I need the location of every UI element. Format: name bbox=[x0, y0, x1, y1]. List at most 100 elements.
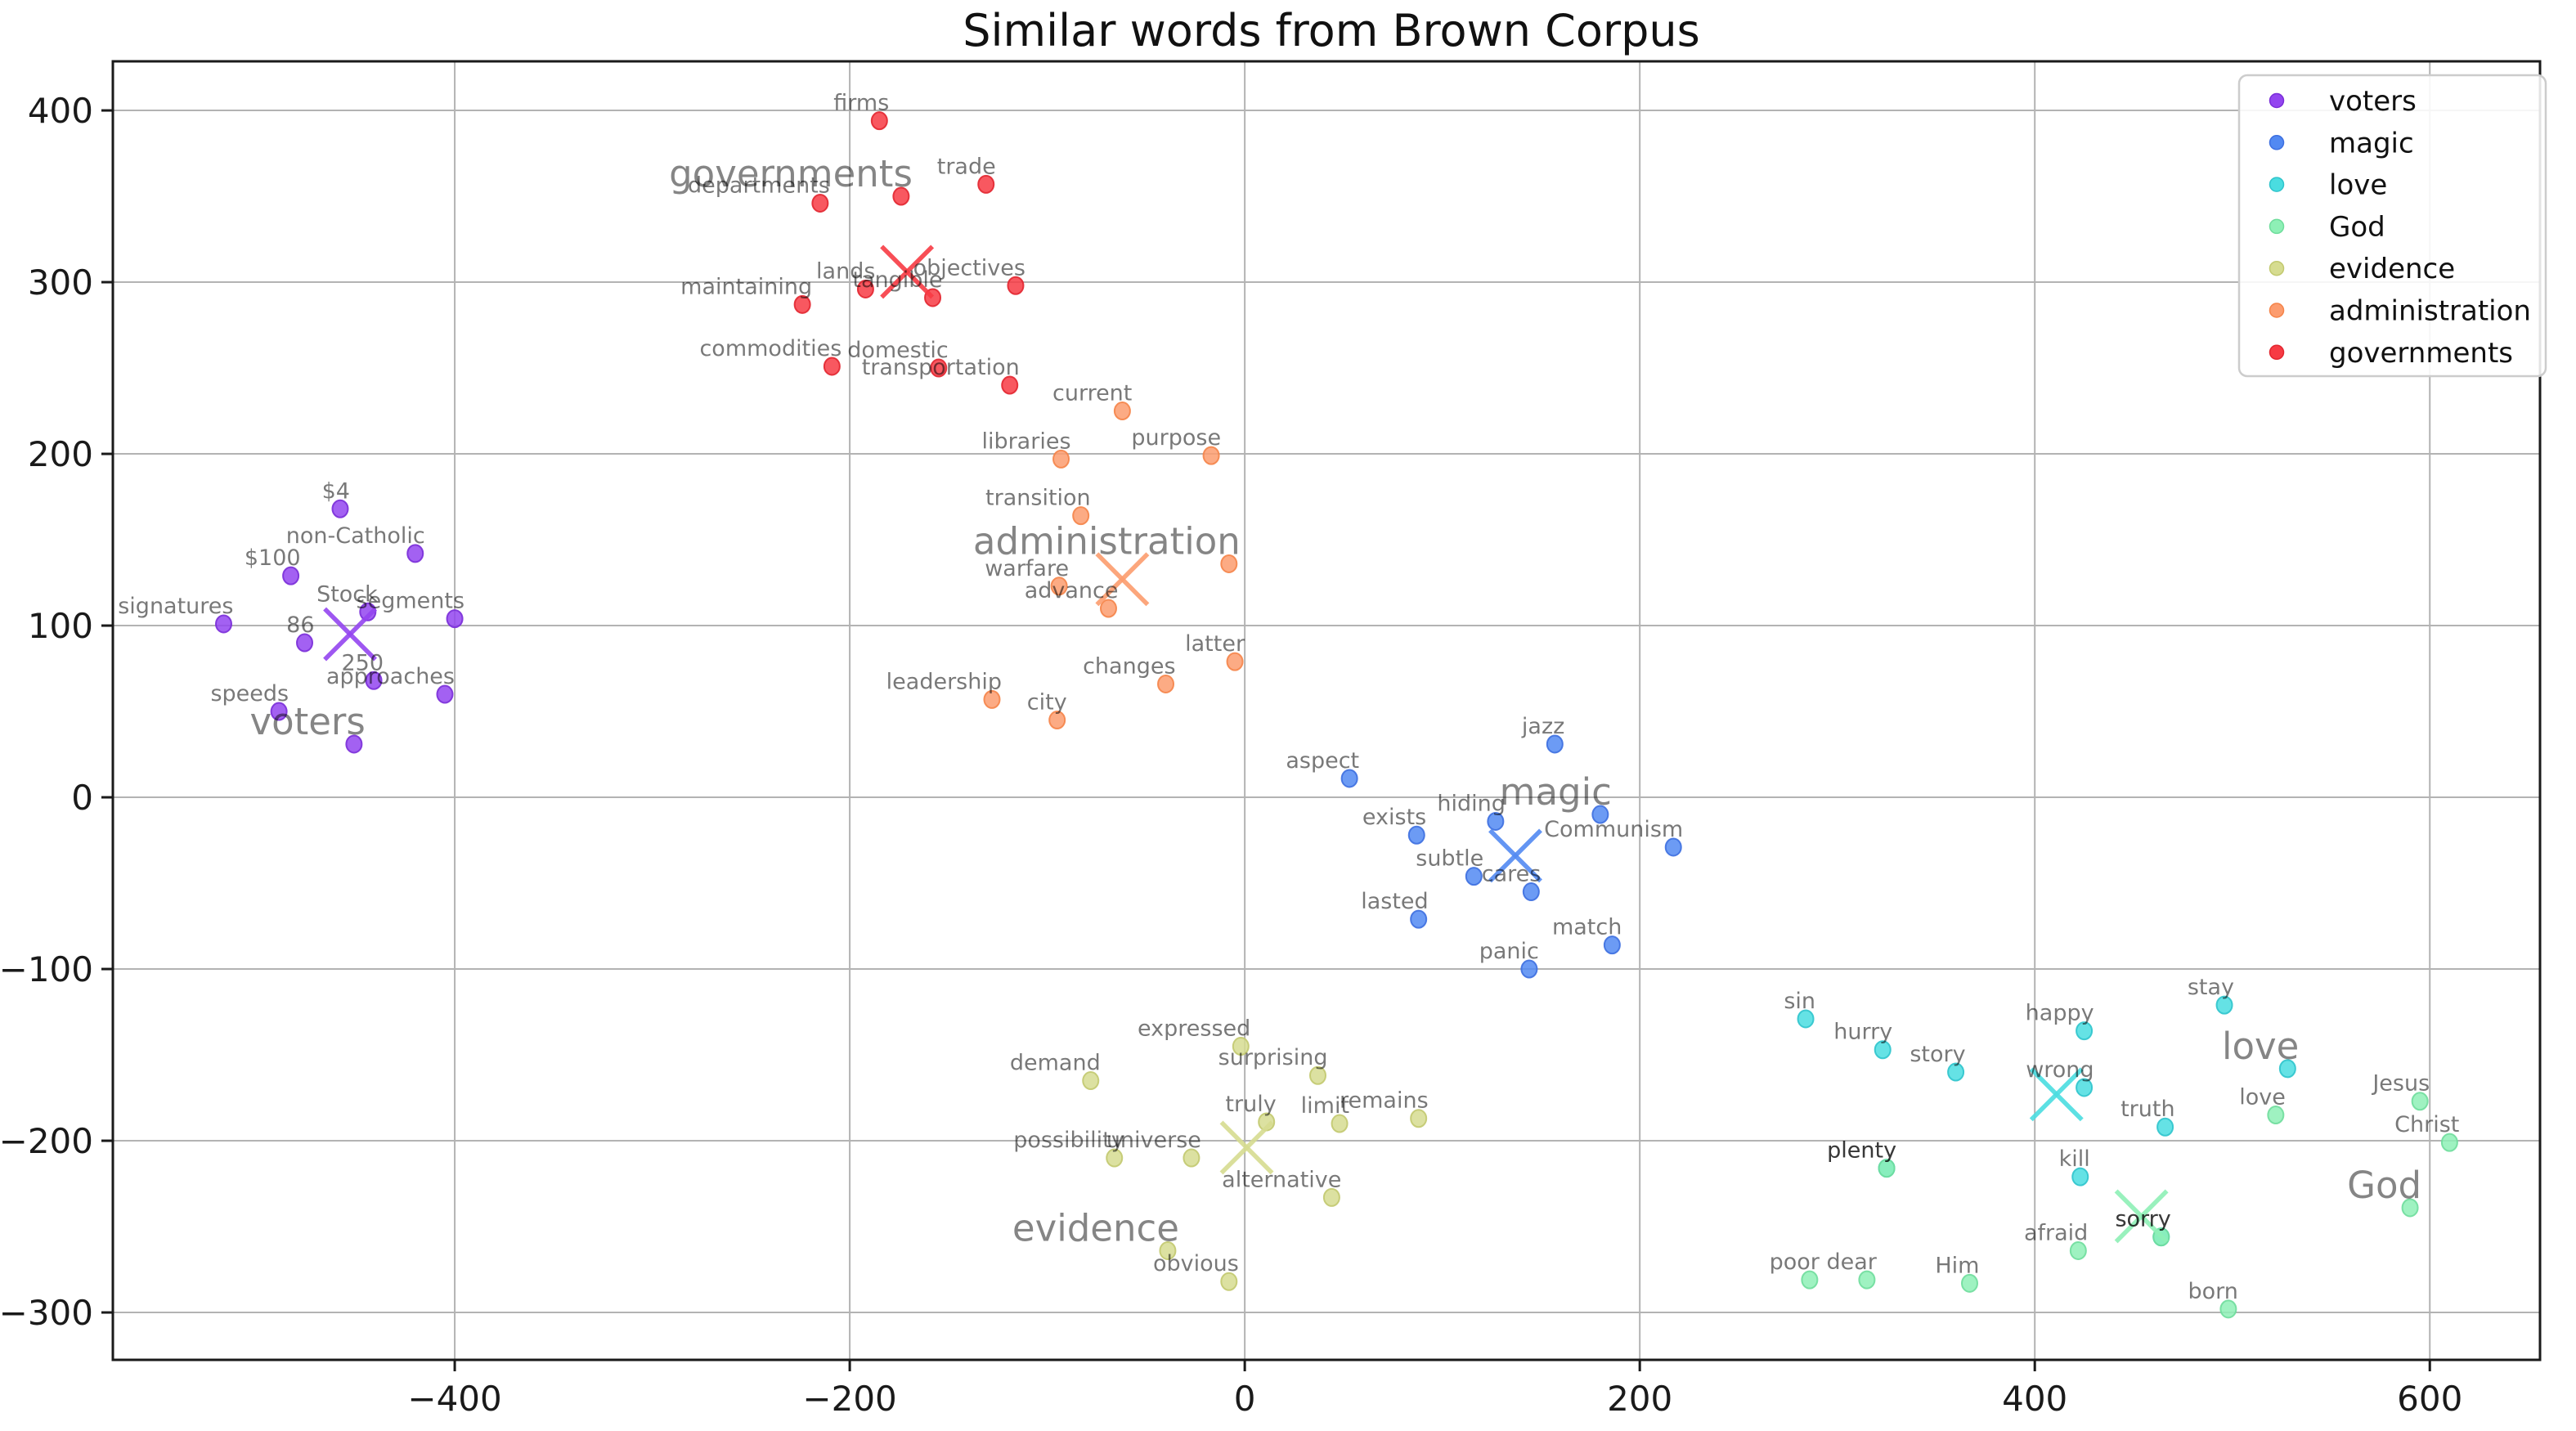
point-label: Christ bbox=[2394, 1112, 2459, 1137]
data-point-administration bbox=[1202, 446, 1220, 465]
legend-marker-magic bbox=[2269, 135, 2285, 150]
data-point-voters bbox=[214, 614, 232, 634]
point-label: transportation bbox=[862, 355, 1020, 380]
x-tick-label: 200 bbox=[1607, 1379, 1672, 1419]
data-point-God bbox=[1878, 1159, 1896, 1178]
data-point-governments bbox=[892, 186, 910, 206]
point-label: warfare bbox=[985, 556, 1069, 581]
point-label: surprising bbox=[1218, 1045, 1328, 1070]
data-point-governments bbox=[1007, 276, 1025, 295]
point-label: truly bbox=[1225, 1092, 1276, 1117]
legend-marker-governments bbox=[2269, 344, 2285, 361]
data-point-administration bbox=[1052, 449, 1070, 469]
point-label: segments bbox=[357, 589, 465, 614]
point-label: tangible bbox=[852, 267, 942, 293]
cluster-centroid-x-marker bbox=[323, 607, 378, 662]
point-label: remains bbox=[1340, 1088, 1429, 1114]
point-label: leadership bbox=[886, 669, 1002, 694]
point-label: $100 bbox=[245, 545, 301, 571]
point-label: demand bbox=[1010, 1051, 1101, 1076]
cluster-title-magic: magic bbox=[1500, 770, 1612, 814]
point-label: changes bbox=[1083, 653, 1175, 679]
point-label: subtle bbox=[1416, 846, 1483, 872]
point-label: stay bbox=[2188, 975, 2234, 1000]
legend-label-love: love bbox=[2329, 169, 2387, 202]
point-label: hiding bbox=[1437, 791, 1506, 816]
data-point-voters bbox=[282, 566, 300, 585]
point-label: dear bbox=[1827, 1249, 1878, 1275]
point-label: approaches bbox=[326, 664, 455, 689]
point-label: $4 bbox=[322, 478, 350, 504]
x-tick-label: 400 bbox=[2002, 1379, 2067, 1419]
point-label: speeds bbox=[210, 681, 289, 707]
point-label: hurry bbox=[1833, 1020, 1892, 1045]
cluster-title-governments: governments bbox=[669, 152, 913, 195]
legend-label-magic: magic bbox=[2329, 127, 2414, 159]
data-point-magic bbox=[1664, 837, 1682, 857]
point-label: firms bbox=[833, 91, 889, 116]
legend-marker-evidence bbox=[2269, 260, 2285, 276]
data-point-evidence bbox=[1322, 1187, 1340, 1207]
legend-item-evidence: evidence bbox=[2269, 253, 2455, 285]
data-point-magic bbox=[1591, 805, 1609, 824]
data-point-evidence bbox=[1410, 1109, 1428, 1128]
data-point-voters bbox=[296, 633, 314, 653]
data-point-governments bbox=[793, 294, 811, 314]
data-point-magic bbox=[1520, 959, 1538, 979]
data-point-magic bbox=[1603, 935, 1621, 955]
y-tick-label: 0 bbox=[71, 778, 93, 818]
point-label: current bbox=[1052, 381, 1132, 406]
point-label: Stock bbox=[316, 581, 378, 607]
point-label: Communism bbox=[1544, 817, 1683, 842]
cluster-centroid-x-marker bbox=[1219, 1120, 1274, 1175]
cluster-title-love: love bbox=[2222, 1025, 2299, 1068]
data-point-love bbox=[2076, 1021, 2094, 1041]
point-label: sorry bbox=[2115, 1207, 2170, 1232]
data-point-evidence bbox=[1159, 1240, 1177, 1260]
point-label: truth bbox=[2120, 1097, 2175, 1122]
data-point-evidence bbox=[1232, 1037, 1250, 1056]
point-label: love bbox=[2239, 1085, 2286, 1110]
data-point-evidence bbox=[1082, 1071, 1100, 1091]
legend-marker-love bbox=[2269, 177, 2285, 192]
legend-item-administration: administration bbox=[2269, 295, 2531, 328]
point-label: non-Catholic bbox=[286, 523, 425, 549]
cluster-centroid-x-marker bbox=[1095, 552, 1150, 607]
point-label: possibility bbox=[1013, 1128, 1124, 1153]
point-label: transition bbox=[985, 486, 1091, 511]
data-point-voters bbox=[270, 702, 288, 721]
data-point-love bbox=[2071, 1167, 2089, 1187]
legend-marker-voters bbox=[2269, 92, 2285, 109]
point-label: 86 bbox=[286, 612, 314, 638]
data-point-evidence bbox=[1331, 1114, 1349, 1133]
point-label: panic bbox=[1479, 939, 1539, 964]
point-label: trade bbox=[937, 154, 996, 179]
data-point-governments bbox=[823, 357, 841, 376]
data-points-layer bbox=[214, 111, 2458, 1319]
point-label: commodities bbox=[699, 336, 841, 361]
point-label: plenty bbox=[1827, 1138, 1896, 1164]
data-point-evidence bbox=[1183, 1148, 1200, 1168]
y-tick-label: 100 bbox=[28, 606, 93, 646]
legend-marker-administration bbox=[2269, 303, 2285, 318]
data-point-administration bbox=[1072, 506, 1090, 526]
data-point-love bbox=[2076, 1078, 2094, 1097]
data-point-love bbox=[1947, 1062, 1965, 1082]
data-point-God bbox=[2069, 1240, 2087, 1260]
data-point-magic bbox=[1340, 769, 1358, 788]
data-point-voters bbox=[436, 684, 454, 704]
data-point-God bbox=[2401, 1198, 2419, 1218]
point-label: Jesus bbox=[2371, 1071, 2430, 1097]
y-tick-label: −300 bbox=[0, 1293, 93, 1333]
cluster-centroid-x-marker bbox=[2114, 1189, 2169, 1244]
data-point-administration bbox=[1099, 599, 1117, 618]
data-point-administration bbox=[1220, 554, 1238, 573]
data-point-administration bbox=[1048, 711, 1066, 730]
legend-item-God: God bbox=[2269, 211, 2385, 244]
chart-title: Similar words from Brown Corpus bbox=[963, 5, 1699, 56]
point-label: cares bbox=[1482, 862, 1542, 887]
data-point-God bbox=[1801, 1270, 1819, 1290]
cluster-title-evidence: evidence bbox=[1012, 1206, 1179, 1249]
